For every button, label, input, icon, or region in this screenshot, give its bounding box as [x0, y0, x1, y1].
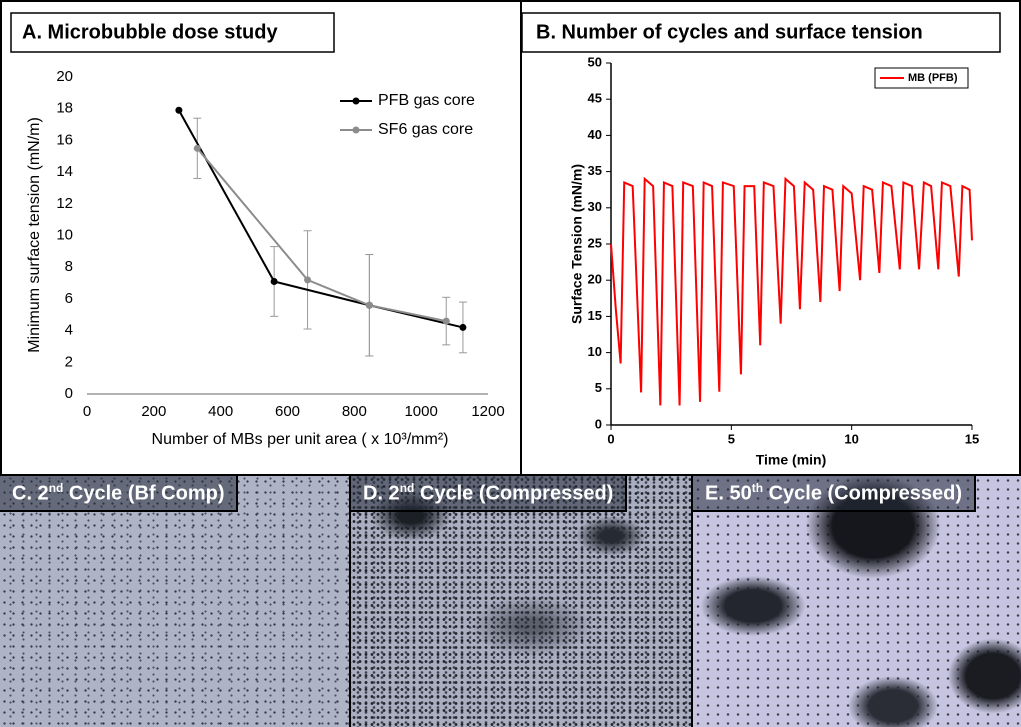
point: [304, 276, 312, 284]
legend-marker: [352, 126, 360, 134]
y-tick-label: 5: [595, 380, 602, 395]
y-tick-label: 18: [56, 100, 73, 117]
label-sup: th: [751, 481, 764, 495]
label-text: D. 2: [363, 482, 400, 505]
y-tick-label: 10: [588, 344, 602, 359]
label-text: Cycle (Compressed): [763, 482, 962, 505]
panel-label: D. 2nd Cycle (Compressed): [351, 476, 628, 512]
x-tick-label: 0: [607, 431, 614, 446]
y-axis-label: Minimum surface tension (mN/m): [26, 117, 43, 353]
label-sup: nd: [48, 481, 64, 495]
y-tick-label: 15: [588, 308, 602, 323]
y-tick-label: 40: [588, 127, 602, 142]
x-tick-label: 1000: [404, 403, 437, 420]
y-tick-label: 0: [595, 416, 602, 431]
micrograph: D. 2nd Cycle (Compressed): [351, 476, 693, 727]
x-tick-label: 10: [844, 431, 858, 446]
y-tick-label: 16: [56, 131, 73, 148]
panel-label: C. 2nd Cycle (Bf Comp): [0, 476, 239, 512]
legend-marker: [352, 97, 360, 105]
x-tick-label: 800: [342, 403, 367, 420]
chart-title: B. Number of cycles and surface tension: [536, 21, 923, 43]
y-tick-label: 45: [588, 91, 602, 106]
y-tick-label: 8: [65, 258, 73, 275]
label-sup: nd: [399, 481, 415, 495]
x-tick-label: 5: [728, 431, 735, 446]
legend-box: [874, 67, 969, 89]
y-tick-label: 50: [588, 54, 602, 69]
y-tick-label: 30: [588, 199, 602, 214]
series-line: [610, 176, 973, 406]
legend-label: PFB gas core: [378, 92, 475, 109]
y-tick-label: 0: [65, 385, 73, 402]
panel-b-border: [520, 0, 1021, 476]
x-axis-label: Number of MBs per unit area ( x 10³/mm²): [152, 431, 449, 448]
y-tick-label: 25: [588, 235, 602, 250]
y-tick-label: 20: [56, 68, 73, 85]
y-tick-label: 10: [56, 226, 73, 243]
point: [365, 301, 373, 309]
charts: A. Microbubble dose study 0 2 4 6 8 10 12 14 16 18…: [0, 0, 1021, 476]
point: [459, 323, 467, 331]
y-tick-label: 12: [56, 195, 73, 212]
x-axis-label: Time (min): [756, 452, 827, 468]
label-text: Cycle (Compressed): [414, 482, 614, 505]
y-tick-label: 2: [65, 353, 73, 370]
y-tick-label: 35: [588, 163, 602, 178]
point: [175, 106, 183, 114]
title-box: [521, 12, 1001, 53]
panel-label: E. 50th Cycle (Compressed): [693, 476, 976, 512]
legend-label: SF6 gas core: [378, 121, 473, 138]
point: [442, 317, 450, 325]
legend-label: MB (PFB): [908, 72, 958, 84]
point: [193, 144, 201, 152]
y-tick-label: 6: [65, 290, 73, 307]
chart-title: A. Microbubble dose study: [22, 21, 278, 43]
x-tick-label: 0: [83, 403, 91, 420]
title-box: [10, 12, 335, 53]
point: [270, 277, 278, 285]
label-text: C. 2: [12, 482, 49, 505]
panel-a-border: [0, 0, 522, 476]
series-line: [178, 109, 464, 329]
y-tick-label: 20: [588, 272, 602, 287]
label-text: Cycle (Bf Comp): [63, 482, 225, 505]
micrograph: E. 50th Cycle (Compressed): [693, 476, 1021, 727]
x-tick-label: 200: [141, 403, 166, 420]
x-tick-label: 15: [965, 431, 979, 446]
x-tick-label: 1200: [471, 403, 504, 420]
label-text: E. 50: [705, 482, 752, 505]
y-tick-label: 14: [56, 163, 73, 180]
micrograph: C. 2nd Cycle (Bf Comp): [0, 476, 351, 727]
series-line: [196, 147, 447, 323]
y-tick-label: 4: [65, 322, 73, 339]
x-tick-label: 400: [208, 403, 233, 420]
x-tick-label: 600: [275, 403, 300, 420]
y-axis-label: Surface Tension (mN/m): [569, 164, 585, 324]
